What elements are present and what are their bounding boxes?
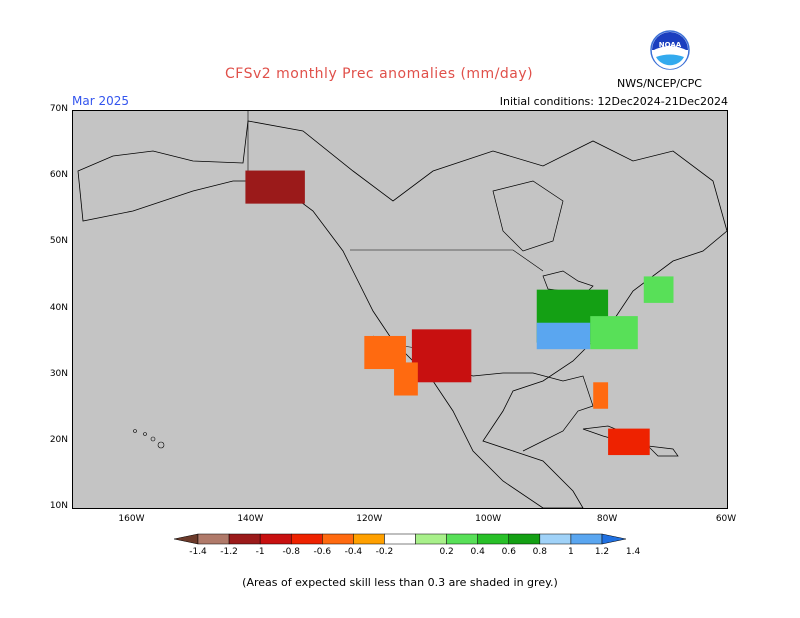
noaa-logo: NOAA (650, 30, 690, 70)
lat-label: 40N (49, 302, 68, 313)
colorbar-swatch (477, 533, 510, 545)
map-canvas (77, 111, 727, 508)
lat-label: 30N (49, 368, 68, 379)
colorbar-tick-label: -0.6 (313, 547, 332, 557)
colorbar-swatch (197, 533, 230, 545)
map-title: CFSv2 monthly Prec anomalies (mm/day) (225, 66, 534, 82)
us-canada-border (350, 249, 544, 272)
colorbar-tick-label: 1 (568, 547, 574, 557)
hawaii-islands (133, 429, 165, 449)
colorbar-swatch (322, 533, 354, 545)
colorbar-swatches (173, 533, 627, 545)
lat-label: 20N (49, 434, 68, 445)
colorbar-tick-label: -1.2 (220, 547, 238, 557)
footer-note: (Areas of expected skill less than 0.3 a… (242, 576, 558, 589)
lon-label: 80W (596, 514, 618, 524)
logo-text: NOAA (659, 41, 682, 49)
colorbar-tick-label: -0.4 (344, 547, 363, 557)
initial-conditions: Initial conditions: 12Dec2024-21Dec2024 (499, 95, 728, 108)
lat-label: 10N (49, 501, 68, 511)
lat-label: 50N (49, 236, 68, 247)
colorbar (173, 533, 627, 545)
gulf-coast (442, 365, 594, 452)
colorbar-swatch (508, 533, 541, 545)
anomaly-new-england-wet (643, 276, 674, 303)
lon-label: 120W (356, 514, 383, 524)
colorbar-swatch (384, 533, 416, 545)
colorbar-tick-label: -0.8 (282, 547, 300, 557)
anomaly-baja-dry (394, 362, 418, 396)
hispaniola (647, 445, 679, 457)
anomaly-tennessee-valley-wet (536, 322, 591, 350)
hudson-bay (492, 180, 564, 252)
anomaly-cells (245, 170, 674, 456)
colorbar-swatch (353, 533, 385, 545)
colorbar-tick-label: 0.8 (532, 547, 548, 557)
colorbar-tick-label: 1.4 (625, 547, 641, 557)
colorbar-tick-label: -0.2 (375, 547, 394, 557)
anomaly-caribbean-dry (608, 428, 650, 456)
anomaly-map (72, 110, 728, 509)
colorbar-tick-label: 0.6 (501, 547, 516, 557)
colorbar-tick-label: 1.2 (594, 547, 610, 557)
colorbar-tick-label: -1 (255, 547, 265, 557)
lon-label: 140W (237, 514, 264, 524)
anomaly-mid-atlantic-wet (590, 316, 638, 350)
lon-label: 100W (475, 514, 502, 524)
colorbar-swatch (259, 533, 292, 545)
colorbar-right-arrow (601, 533, 627, 545)
colorbar-left-arrow (173, 533, 199, 545)
lon-label: 60W (715, 514, 737, 524)
anomaly-florida-dry (593, 382, 609, 409)
colorbar-swatch (570, 533, 603, 545)
colorbar-swatch (415, 533, 447, 545)
forecast-month: Mar 2025 (72, 94, 129, 108)
lat-label: 70N (49, 104, 68, 114)
north-america-coastline (77, 120, 727, 508)
colorbar-swatch (290, 533, 323, 545)
colorbar-swatch (539, 533, 572, 545)
lon-label: 160W (118, 514, 145, 524)
anomaly-southwest-dry-core (411, 329, 472, 383)
colorbar-tick-label: -1.4 (189, 547, 207, 557)
colorbar-swatch (228, 533, 261, 545)
anomaly-southeast-alaska-dry (245, 170, 305, 204)
colorbar-tick-label: 0.2 (439, 547, 454, 557)
colorbar-tick-label: 0.4 (470, 547, 485, 557)
lat-label: 60N (49, 170, 68, 181)
agency-label: NWS/NCEP/CPC (617, 77, 702, 90)
colorbar-swatch (446, 533, 478, 545)
